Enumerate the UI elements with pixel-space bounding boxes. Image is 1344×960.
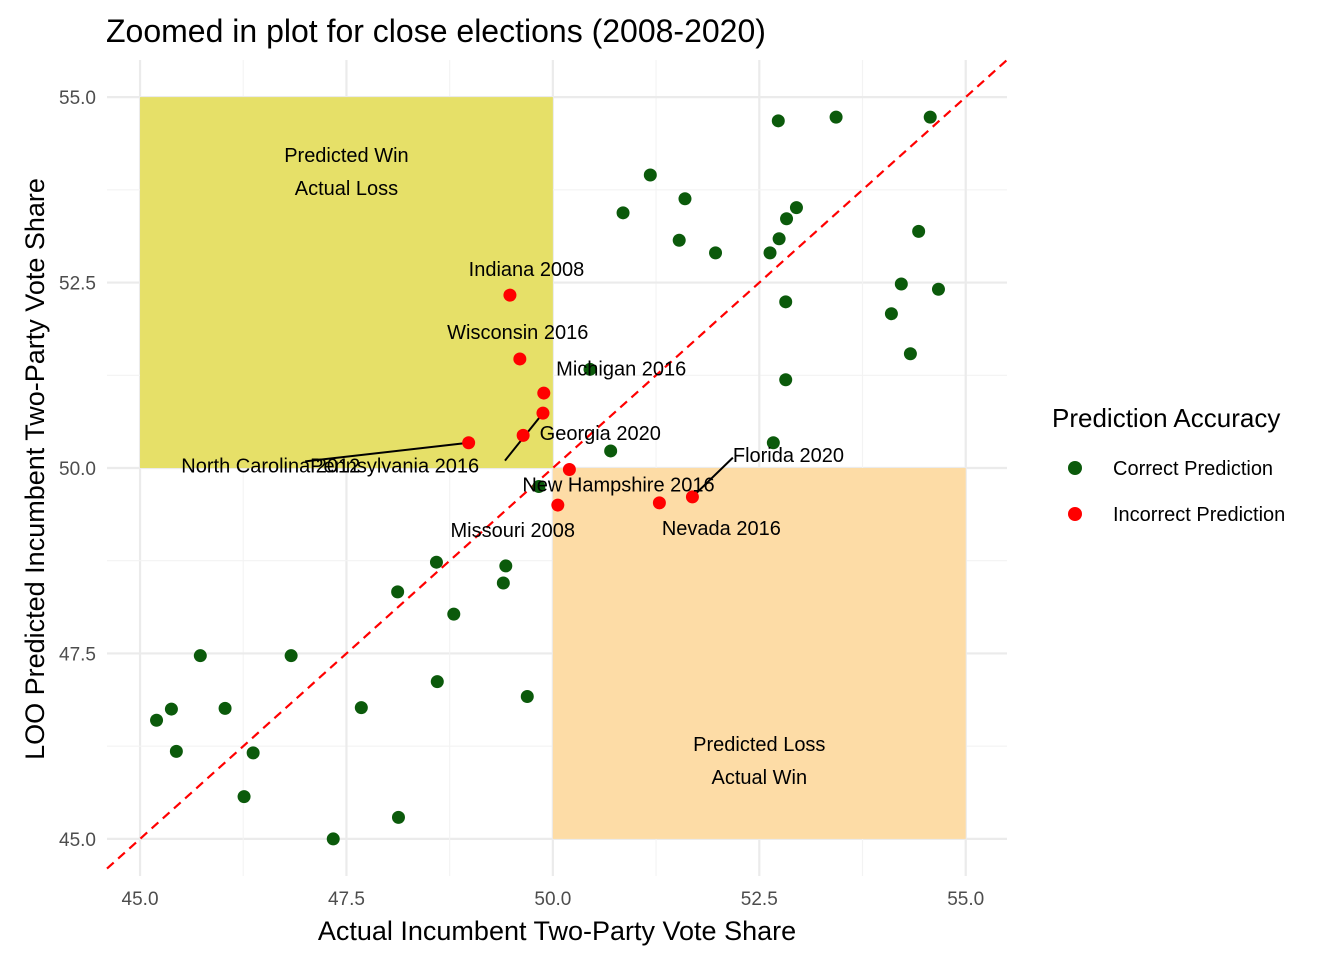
correct-prediction-point [150, 714, 163, 727]
annotation-label: Florida 2020 [733, 445, 844, 467]
correct-prediction-point [247, 746, 260, 759]
annotation-label: New Hampshire 2016 [522, 475, 714, 497]
region-1-label: Actual Loss [295, 178, 398, 200]
correct-prediction-point [885, 307, 898, 320]
correct-prediction-point [431, 675, 444, 688]
correct-prediction-point [499, 559, 512, 572]
correct-prediction-point [779, 295, 792, 308]
y-tick-label: 50.0 [59, 459, 96, 480]
annotation-label: Wisconsin 2016 [447, 322, 588, 344]
correct-prediction-point [678, 192, 691, 205]
annotation-label: Missouri 2008 [450, 520, 575, 542]
region-2-label: Actual Win [711, 767, 807, 789]
region-2-label: Predicted Loss [693, 734, 825, 756]
y-tick-label: 45.0 [59, 830, 96, 851]
correct-prediction-point [447, 608, 460, 621]
incorrect-prediction-point [513, 352, 526, 365]
legend-correct-key [1068, 461, 1082, 475]
correct-prediction-point [392, 811, 405, 824]
correct-prediction-point [773, 232, 786, 245]
correct-prediction-point [830, 111, 843, 124]
y-tick-label: 52.5 [59, 274, 96, 295]
correct-prediction-point [779, 373, 792, 386]
annotation-label: Michigan 2016 [556, 358, 686, 380]
incorrect-prediction-point [503, 289, 516, 302]
correct-prediction-point [430, 556, 443, 569]
legend-label: Incorrect Prediction [1113, 504, 1285, 526]
legend: Prediction Accuracy Correct Prediction In… [1052, 403, 1285, 526]
annotation-label: Indiana 2008 [469, 259, 585, 281]
annotation-label: Georgia 2020 [540, 423, 661, 445]
x-tick-label: 55.0 [947, 889, 984, 910]
correct-prediction-point [604, 444, 617, 457]
incorrect-prediction-point [653, 496, 666, 509]
incorrect-prediction-point [536, 407, 549, 420]
correct-prediction-point [165, 703, 178, 716]
annotation-label: Nevada 2016 [662, 518, 781, 540]
correct-prediction-point [497, 576, 510, 589]
y-axis-ticks: 45.0 47.5 50.0 52.5 55.0 [59, 88, 96, 851]
y-tick-label: 55.0 [59, 88, 96, 109]
correct-prediction-point [904, 347, 917, 360]
chart-title: Zoomed in plot for close elections (2008… [106, 13, 766, 49]
correct-prediction-point [780, 212, 793, 225]
correct-prediction-point [924, 111, 937, 124]
correct-prediction-point [170, 745, 183, 758]
x-tick-label: 50.0 [534, 889, 571, 910]
y-axis-title: LOO Predicted Incumbent Two-Party Vote S… [20, 178, 50, 760]
legend-incorrect-key [1068, 507, 1082, 521]
correct-prediction-point [772, 114, 785, 127]
legend-title: Prediction Accuracy [1052, 403, 1280, 433]
x-axis-ticks: 45.0 47.5 50.0 52.5 55.0 [122, 889, 985, 910]
correct-prediction-point [895, 278, 908, 291]
correct-prediction-point [285, 649, 298, 662]
correct-prediction-point [673, 234, 686, 247]
incorrect-prediction-point [537, 387, 550, 400]
x-axis-title: Actual Incumbent Two-Party Vote Share [318, 916, 796, 946]
correct-prediction-point [355, 701, 368, 714]
correct-prediction-point [219, 702, 232, 715]
correct-prediction-point [194, 649, 207, 662]
correct-prediction-point [391, 585, 404, 598]
incorrect-prediction-point [551, 499, 564, 512]
correct-prediction-point [521, 690, 534, 703]
correct-prediction-point [932, 283, 945, 296]
correct-prediction-point [709, 246, 722, 259]
correct-prediction-point [912, 225, 925, 238]
y-tick-label: 47.5 [59, 644, 96, 665]
incorrect-prediction-point [462, 436, 475, 449]
annotation-label: Pennsylvania 2016 [310, 455, 479, 477]
correct-prediction-point [644, 168, 657, 181]
region-1-label: Predicted Win [284, 145, 409, 167]
correct-prediction-point [764, 246, 777, 259]
x-tick-label: 47.5 [328, 889, 365, 910]
correct-prediction-point [238, 790, 251, 803]
x-tick-label: 52.5 [741, 889, 778, 910]
correct-prediction-point [617, 206, 630, 219]
legend-label: Correct Prediction [1113, 458, 1273, 480]
correct-prediction-point [327, 832, 340, 845]
x-tick-label: 45.0 [122, 889, 159, 910]
correct-prediction-point [790, 201, 803, 214]
incorrect-prediction-point [517, 429, 530, 442]
